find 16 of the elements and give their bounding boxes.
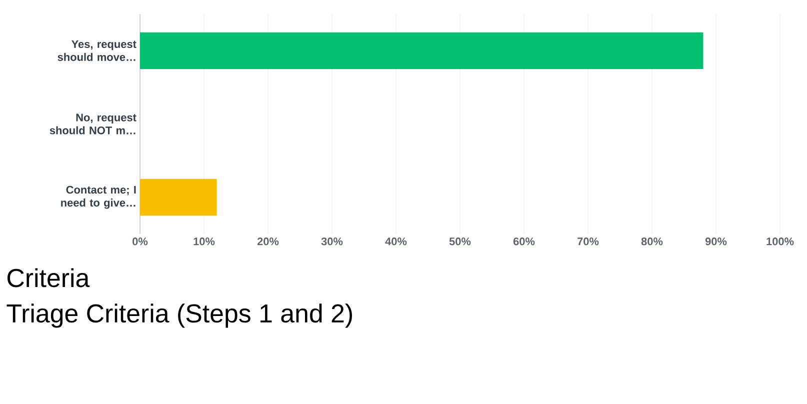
x-tick-label: 30% <box>321 238 343 246</box>
x-tick-label: 40% <box>385 238 407 246</box>
y-tick-label: Contact me; I need to give… <box>61 186 136 209</box>
x-tick-label: 80% <box>641 238 663 246</box>
x-tick-label: 10% <box>194 238 215 246</box>
text: Criteria <box>8 268 90 288</box>
x-tick-label: 90% <box>705 238 727 246</box>
x-tick-label: 70% <box>578 238 599 246</box>
text: Triage Criteria (Steps 1 and 2) <box>6 304 352 328</box>
x-tick-label: 50% <box>449 238 471 246</box>
x-tick-label: 100% <box>766 238 794 246</box>
y-tick-label: Yes, request should move… <box>58 40 136 61</box>
x-tick-label: 20% <box>257 238 279 246</box>
y-tick-label: No, request should NOT m… <box>50 114 136 134</box>
x-tick-label: 60% <box>513 238 535 246</box>
x-tick-label: 0% <box>132 238 148 246</box>
